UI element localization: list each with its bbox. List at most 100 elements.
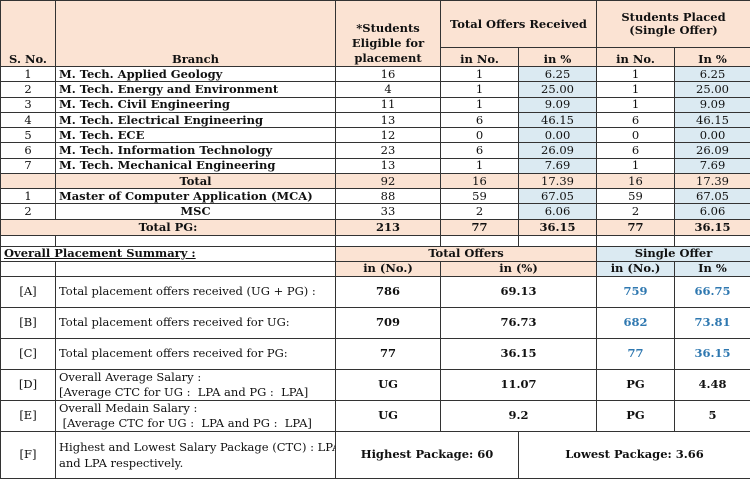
summary-single-no: 77 — [596, 337, 675, 370]
table-row: 1 M. Tech. Applied Geology 16 1 6.25 1 6… — [0, 65, 750, 83]
row-offers-no: 0 — [440, 127, 519, 144]
summary-total-no: 709 — [335, 306, 441, 339]
summary-title: Overall Placement Summary : — [0, 245, 336, 262]
summary-total-pct: 11.07 — [440, 368, 597, 401]
row-placed-no: 0 — [596, 127, 675, 144]
row-sno: 1 — [0, 188, 56, 205]
summary-label: Highest and Lowest Salary Package (CTC) … — [55, 430, 336, 479]
total-pg-eligible: 213 — [335, 218, 441, 236]
summary-single-pct: 73.81 — [674, 306, 750, 339]
summary-single-no: PG — [596, 368, 675, 401]
row-placed-pct: 6.25 — [674, 65, 750, 83]
header-placed-pct: In % — [674, 47, 750, 67]
table-row: 2 M. Tech. Energy and Environment 4 1 25… — [0, 81, 750, 98]
lowest-package: Lowest Package: 3.66 — [518, 430, 750, 479]
total-placed-no: 16 — [596, 173, 675, 190]
row-placed-no: 1 — [596, 96, 675, 113]
table-row: 3 M. Tech. Civil Engineering 11 1 9.09 1… — [0, 96, 750, 113]
summary-single-pct: 36.15 — [674, 337, 750, 370]
row-offers-pct: 7.69 — [518, 157, 597, 175]
summary-total-no: UG — [335, 399, 441, 432]
table-row: 6 M. Tech. Information Technology 23 6 2… — [0, 142, 750, 159]
header-branch: Branch — [55, 0, 336, 67]
summary-label: Overall Average Salary : [Average CTC for… — [55, 368, 336, 401]
row-sno: 1 — [0, 65, 56, 83]
summary-single-no: 759 — [596, 275, 675, 308]
row-offers-no: 1 — [440, 96, 519, 113]
row-eligible: 88 — [335, 188, 441, 205]
row-offers-pct: 25.00 — [518, 81, 597, 98]
row-eligible: 13 — [335, 111, 441, 129]
summary-single-no: PG — [596, 399, 675, 432]
summary-row: [A] Total placement offers received (UG … — [0, 275, 750, 308]
summary-single-in-pct: In % — [674, 260, 750, 277]
header-total-offers: Total Offers Received — [440, 0, 597, 48]
summary-id: [E] — [0, 399, 56, 432]
row-sno: 7 — [0, 157, 56, 175]
total-pg-label: Total PG: — [0, 218, 336, 236]
row-placed-pct: 0.00 — [674, 127, 750, 144]
row-placed-no: 59 — [596, 188, 675, 205]
row-branch: M. Tech. Civil Engineering — [55, 96, 336, 113]
row-eligible: 11 — [335, 96, 441, 113]
row-branch: MSC — [55, 203, 336, 220]
row-branch: M. Tech. Information Technology — [55, 142, 336, 159]
row-branch: M. Tech. ECE — [55, 127, 336, 144]
summary-id: [D] — [0, 368, 56, 401]
summary-in-no: in (No.) — [335, 260, 441, 277]
summary-row: [B] Total placement offers received for … — [0, 306, 750, 339]
row-offers-no: 6 — [440, 111, 519, 129]
summary-id: [A] — [0, 275, 56, 308]
row-sno: 2 — [0, 81, 56, 98]
row-placed-no: 1 — [596, 65, 675, 83]
row-eligible: 12 — [335, 127, 441, 144]
row-branch: M. Tech. Applied Geology — [55, 65, 336, 83]
row-placed-pct: 9.09 — [674, 96, 750, 113]
row-offers-pct: 9.09 — [518, 96, 597, 113]
summary-total-pct: 69.13 — [440, 275, 597, 308]
row-placed-no: 6 — [596, 142, 675, 159]
summary-total-pct: 9.2 — [440, 399, 597, 432]
row-placed-no: 1 — [596, 81, 675, 98]
total-label: Total — [55, 173, 336, 190]
summary-id: [B] — [0, 306, 56, 339]
table-row: 7 M. Tech. Mechanical Engineering 13 1 7… — [0, 157, 750, 175]
summary-label: Overall Medain Salary : [Average CTC for… — [55, 399, 336, 432]
row-eligible: 16 — [335, 65, 441, 83]
row-eligible: 33 — [335, 203, 441, 220]
row-offers-pct: 6.06 — [518, 203, 597, 220]
summary-label: Total placement offers received for PG: — [55, 337, 336, 370]
table-row: 2 MSC 33 2 6.06 2 6.06 — [0, 203, 750, 220]
total-offers-no: 16 — [440, 173, 519, 190]
row-sno: 5 — [0, 127, 56, 144]
row-branch: Master of Computer Application (MCA) — [55, 188, 336, 205]
summary-total-pct: 36.15 — [440, 337, 597, 370]
summary-row: [C] Total placement offers received for … — [0, 337, 750, 370]
summary-id: [C] — [0, 337, 56, 370]
summary-total-pct: 76.73 — [440, 306, 597, 339]
header-offers-pct: in % — [518, 47, 597, 67]
table-row: 1 Master of Computer Application (MCA) 8… — [0, 188, 750, 205]
summary-single-pct: 4.48 — [674, 368, 750, 401]
summary-label: Total placement offers received (UG + PG… — [55, 275, 336, 308]
summary-total-no: 786 — [335, 275, 441, 308]
row-placed-no: 2 — [596, 203, 675, 220]
row-eligible: 4 — [335, 81, 441, 98]
summary-single-no: 682 — [596, 306, 675, 339]
row-offers-no: 1 — [440, 65, 519, 83]
header-eligible: *Students Eligible for placement — [335, 0, 441, 67]
row-eligible: 13 — [335, 157, 441, 175]
total-pg-placed-no: 77 — [596, 218, 675, 236]
summary-id: [F] — [0, 430, 56, 479]
total-blank — [0, 173, 56, 190]
row-placed-pct: 25.00 — [674, 81, 750, 98]
row-offers-no: 6 — [440, 142, 519, 159]
table-row: 4 M. Tech. Electrical Engineering 13 6 4… — [0, 111, 750, 129]
row-offers-pct: 0.00 — [518, 127, 597, 144]
row-branch: M. Tech. Energy and Environment — [55, 81, 336, 98]
row-branch: M. Tech. Electrical Engineering — [55, 111, 336, 129]
row-sno: 2 — [0, 203, 56, 220]
row-placed-pct: 26.09 — [674, 142, 750, 159]
summary-label: Total placement offers received for UG: — [55, 306, 336, 339]
